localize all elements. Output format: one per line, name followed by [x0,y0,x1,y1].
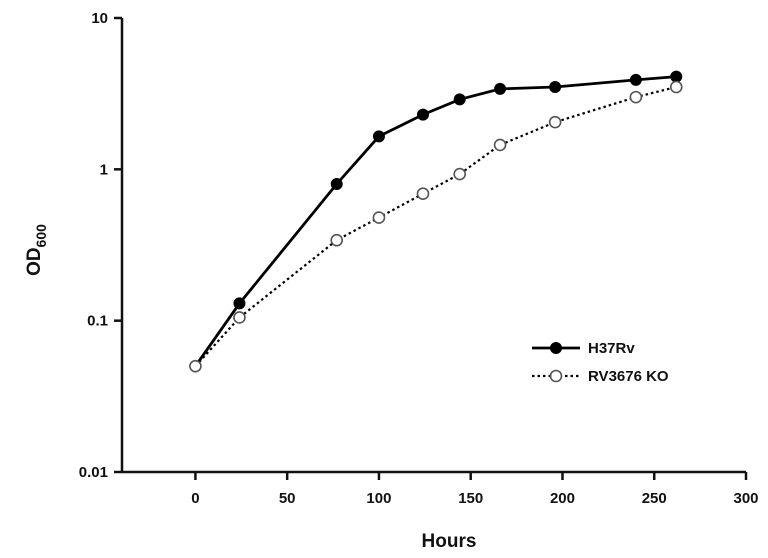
series-2 [189,80,683,373]
data-point [453,167,466,181]
data-point [416,187,430,201]
legend-marker [549,369,563,383]
y-ticks: 0.01 0.1 1 10 [79,10,122,481]
data-point [629,73,642,86]
y-tick-label: 0.1 [87,313,108,330]
y-axis-title-main: OD [24,247,45,276]
axes [120,18,746,474]
data-point [629,90,643,104]
data-point [189,359,202,373]
x-tick-label: 150 [458,490,483,507]
data-point [669,80,683,94]
series-line [194,85,677,367]
y-axis-title: OD600 [24,224,49,276]
series-1 [189,70,683,373]
data-point [330,177,343,190]
data-point [549,80,562,93]
x-ticks: 0 50 100 150 200 250 300 [191,472,759,507]
legend-label: H37Rv [588,340,635,357]
x-tick-label: 300 [733,490,758,507]
y-tick-label: 0.01 [79,464,108,481]
legend-label: RV3676 KO [588,368,669,385]
data-point [372,211,386,224]
y-axis-title-subscript: 600 [33,224,49,248]
x-tick-label: 0 [191,490,199,507]
data-point [416,108,429,121]
data-point [330,233,344,247]
series-line [194,75,677,368]
x-tick-label: 100 [366,490,391,507]
x-tick-label: 200 [550,490,575,507]
data-point [670,70,683,83]
x-tick-label: 250 [642,490,667,507]
series-layer [189,70,683,373]
legend: H37Rv RV3676 KO [532,340,669,385]
data-point [548,115,562,129]
y-tick-label: 1 [100,161,108,178]
legend-marker [550,342,562,354]
y-tick-label: 10 [91,10,108,27]
data-point [233,311,246,324]
data-point [372,130,385,143]
legend-item: H37Rv [532,340,635,357]
data-point [453,93,466,106]
data-point [493,138,507,152]
data-point [494,82,507,95]
data-point [233,297,246,310]
x-tick-label: 50 [279,490,296,507]
legend-item: RV3676 KO [532,368,669,385]
x-axis-title: Hours [422,531,477,552]
